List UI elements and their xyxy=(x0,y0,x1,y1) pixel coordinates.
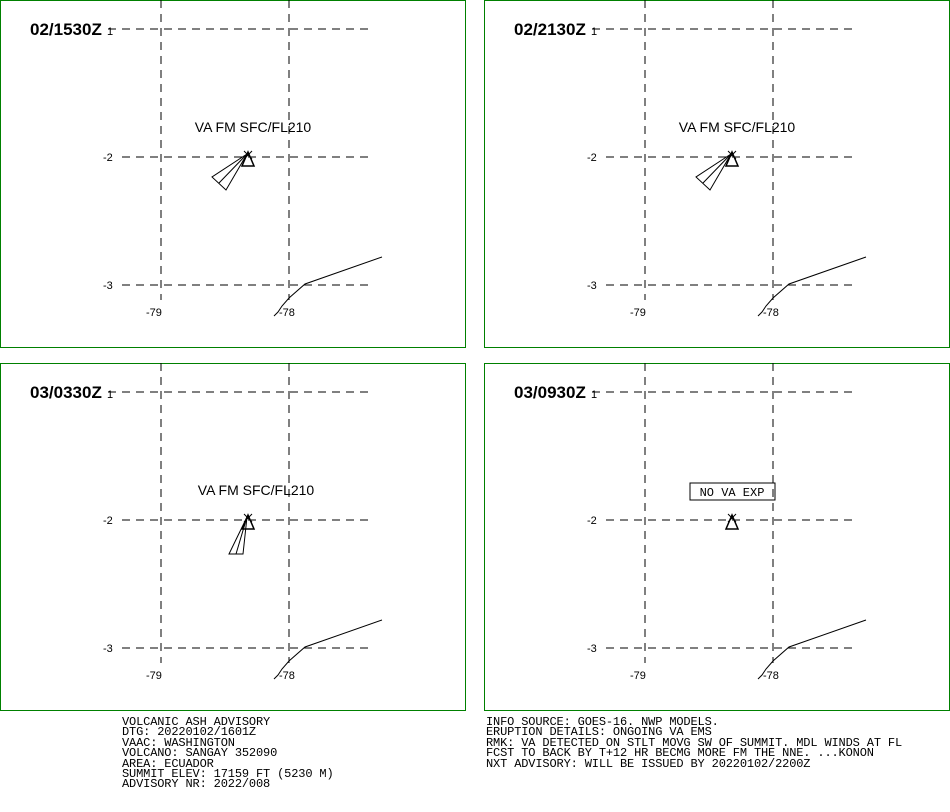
lon-tick-label: -78 xyxy=(279,307,295,319)
advisory-line: VOLCANIC ASH ADVISORY xyxy=(122,715,271,729)
ash-cloud-polygon xyxy=(211,153,248,191)
map-panel-1: -2 -3 -79 -78 02/1530Z 1 VA FM SFC/FL210 xyxy=(0,0,466,348)
volcano-mark xyxy=(727,513,737,523)
lon-tick-label: -79 xyxy=(630,307,646,319)
volcano-icon xyxy=(240,150,256,167)
lon-tick-label: -79 xyxy=(630,670,646,682)
valid-time-suffix: 1 xyxy=(591,26,597,38)
lat-tick-label: -2 xyxy=(587,515,597,527)
lat-tick-label: -2 xyxy=(103,152,113,164)
advisory-line: NXT ADVISORY: WILL BE ISSUED BY 20220102… xyxy=(486,756,811,771)
advisory-line: VOLCANO: SANGAY 352090 xyxy=(122,746,278,761)
ash-cloud-polygon xyxy=(695,153,732,191)
coastline xyxy=(273,619,383,680)
coastline xyxy=(757,256,867,317)
panel-frame xyxy=(484,0,950,348)
ash-cloud-label: NO VA EXP xyxy=(700,486,765,500)
lat-tick-label: -2 xyxy=(103,515,113,527)
label-box xyxy=(689,482,776,501)
advisory-line: DTG: 20220102/1601Z xyxy=(122,725,256,740)
valid-time-suffix: 1 xyxy=(591,389,597,401)
valid-time-label: 02/2130Z xyxy=(514,20,586,39)
valid-time-label: 03/0330Z xyxy=(30,383,102,402)
volcano-icon xyxy=(724,513,740,530)
lon-tick-label: -78 xyxy=(763,670,779,682)
volcano-icon xyxy=(724,150,740,167)
ash-cloud-hatch xyxy=(235,516,248,555)
map-panel-4: -2 -3 -79 -78 03/0930Z 1 NO VA EXP xyxy=(484,363,950,711)
lat-tick-label: -3 xyxy=(103,280,113,292)
advisory-line: SUMMIT ELEV: 17159 FT (5230 M) xyxy=(122,766,334,781)
advisory-line: ERUPTION DETAILS: ONGOING VA EMS xyxy=(486,725,712,740)
lat-tick-label: -2 xyxy=(587,152,597,164)
lat-tick-label: -3 xyxy=(587,280,597,292)
lon-tick-label: -79 xyxy=(146,307,162,319)
panel-frame xyxy=(0,0,466,348)
valid-time-suffix: 1 xyxy=(107,389,113,401)
advisory-line: AREA: ECUADOR xyxy=(122,756,214,771)
valid-time-label: 02/1530Z xyxy=(30,20,102,39)
advisory-line: RMK: VA DETECTED ON STLT MOVG SW OF SUMM… xyxy=(486,735,903,750)
coastline xyxy=(273,256,383,317)
valid-time-suffix: 1 xyxy=(107,26,113,38)
ash-cloud-label: VA FM SFC/FL210 xyxy=(198,482,315,498)
ash-cloud-hatch xyxy=(218,153,248,184)
map-panel-3: -2 -3 -79 -78 03/0330Z 1 VA FM SFC/FL210 xyxy=(0,363,466,711)
ash-cloud-hatch xyxy=(702,153,732,184)
advisory-line: ADVISORY NR: 2022/008 xyxy=(122,777,271,792)
lat-tick-label: -3 xyxy=(103,643,113,655)
lon-tick-label: -79 xyxy=(146,670,162,682)
advisory-remarks-block: INFO SOURCE: GOES-16. NWP MODELS. ERUPTIO… xyxy=(486,715,903,771)
advisory-line: VAAC: WASHINGTON xyxy=(122,735,235,750)
lat-tick-label: -3 xyxy=(587,643,597,655)
valid-time-label: 03/0930Z xyxy=(514,383,586,402)
advisory-line: FCST TO BACK BY T+12 HR BECMG MORE FM TH… xyxy=(486,746,874,761)
ash-cloud-label: VA FM SFC/FL210 xyxy=(195,119,312,135)
map-panel-2: -2 -3 -79 -78 02/2130Z 1 VA FM SFC/FL210 xyxy=(484,0,950,348)
panel-frame xyxy=(484,363,950,711)
ash-cloud-label: VA FM SFC/FL210 xyxy=(679,119,796,135)
coastline xyxy=(757,619,867,680)
lon-tick-label: -78 xyxy=(279,670,295,682)
advisory-line: INFO SOURCE: GOES-16. NWP MODELS. xyxy=(486,715,719,729)
advisory-header-block: VOLCANIC ASH ADVISORY DTG: 20220102/1601Z… xyxy=(122,715,334,792)
lon-tick-label: -78 xyxy=(763,307,779,319)
panel-frame xyxy=(0,363,466,711)
